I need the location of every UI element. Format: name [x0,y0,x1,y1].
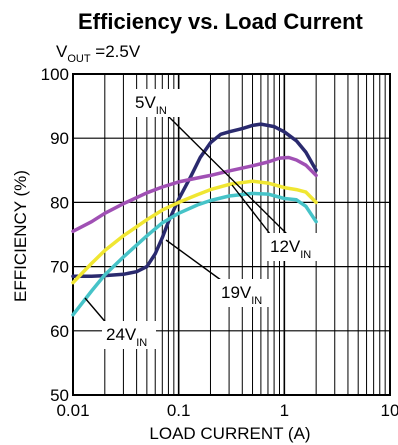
series-label-19v: 19VIN [221,283,262,307]
tick-labels: 0.01 0.1 1 10 50 60 70 80 90 100 [41,65,398,420]
chart-subtitle-main: V [56,42,68,61]
leader-line-19v [165,239,226,284]
label-bg-5v [131,89,185,117]
series-line-24v [71,191,318,317]
series-label-5v: 5VIN [135,93,167,117]
leader-line-5v [166,114,295,242]
y-tick-label: 50 [50,386,69,405]
x-tick-label: 10 [381,401,398,420]
chart-subtitle-rest: =2.5V [91,42,141,61]
series-layer [71,122,318,317]
x-axis-label: LOAD CURRENT (A) [149,424,310,443]
x-tick-label: 1 [280,401,289,420]
series-label-main: 12V [270,237,301,256]
label-leaders [84,114,295,326]
chart-subtitle-sub: OUT [67,53,91,65]
y-tick-label: 60 [50,322,69,341]
series-line-12v [71,155,318,234]
series-label-sub: IN [156,105,167,117]
chart-subtitle: VOUT =2.5V [56,42,141,65]
series-label-24v: 24VIN [106,325,147,349]
series-label-12v: 12VIN [270,237,311,261]
series-line-5v [71,122,318,278]
leader-line-24v [84,297,109,326]
plot-frame [72,73,391,396]
label-bg-19v [217,279,271,307]
series-line-19v [71,179,318,285]
series-label-sub: IN [136,337,147,349]
series-label-sub: IN [251,295,262,307]
y-tick-label: 70 [50,258,69,277]
x-tick-label: 0.01 [56,401,89,420]
series-label-main: 19V [221,283,252,302]
y-tick-label: 80 [50,193,69,212]
series-label-main: 5V [135,93,156,112]
y-tick-label: 100 [41,65,69,84]
label-bg-12v [266,233,320,261]
series-label-sub: IN [300,249,311,261]
y-axis-label: EFFICIENCY (%) [11,170,30,302]
leader-line-12v [231,184,275,240]
x-tick-label: 0.1 [167,401,191,420]
label-bg-24v [102,321,156,349]
y-tick-label: 90 [50,129,69,148]
chart-title: Efficiency vs. Load Current [78,9,364,34]
series-label-main: 24V [106,325,137,344]
